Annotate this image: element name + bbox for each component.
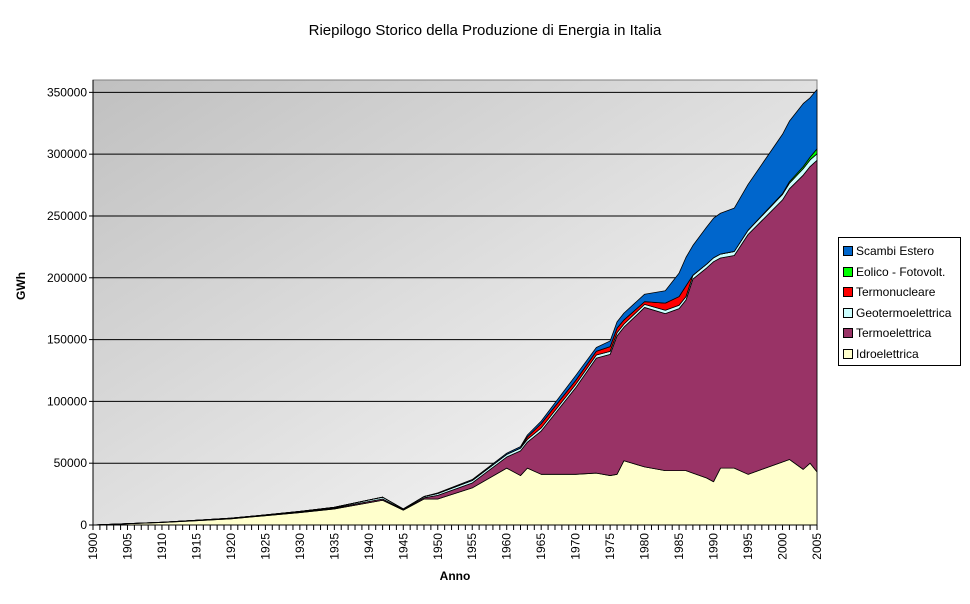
legend-item: Idroelettrica: [843, 344, 960, 365]
legend-label: Termoelettrica: [856, 326, 932, 341]
legend-swatch: [843, 307, 853, 318]
x-tick-label: 1950: [431, 533, 445, 560]
legend-swatch: [843, 246, 853, 257]
legend-swatch: [843, 266, 853, 277]
legend-label: Scambi Estero: [856, 244, 935, 259]
x-tick-label: 1975: [603, 533, 617, 560]
x-tick-label: 1905: [120, 533, 134, 560]
x-tick-label: 1915: [189, 533, 203, 560]
x-tick-label: 2000: [776, 533, 790, 560]
x-tick-label: 1995: [741, 533, 755, 560]
x-tick-label: 1970: [569, 533, 583, 560]
legend-item: Scambi Estero: [843, 241, 960, 262]
legend-item: Geotermoelettrica: [843, 303, 960, 324]
x-tick-label: 1925: [258, 533, 272, 560]
x-tick-label: 1985: [672, 533, 686, 560]
legend: Scambi Estero Eolico - Fotovolt. Termonucl…: [838, 237, 961, 366]
legend-swatch: [843, 348, 853, 359]
legend-label: Eolico - Fotovolt.: [856, 264, 946, 279]
legend-label: Termonucleare: [856, 285, 936, 300]
legend-label: Geotermoelettrica: [856, 305, 952, 320]
y-tick-label: 100000: [47, 394, 87, 408]
chart-title: Riepilogo Storico della Produzione di En…: [308, 22, 662, 39]
legend-swatch: [843, 328, 853, 339]
x-tick-label: 1980: [638, 533, 652, 560]
x-tick-label: 1920: [224, 533, 238, 560]
x-tick-label: 1945: [396, 533, 410, 560]
area-scambi-estero: [92, 89, 818, 526]
x-axis-label: Anno: [439, 569, 471, 583]
x-tick-label: 1990: [707, 533, 721, 560]
x-tick-label: 1900: [86, 533, 100, 560]
y-tick-label: 0: [80, 518, 87, 532]
y-tick-label: 150000: [47, 333, 87, 347]
y-tick-label: 50000: [54, 456, 88, 470]
x-tick-label: 1935: [327, 533, 341, 560]
y-axis-label: GWh: [14, 272, 28, 300]
legend-swatch: [843, 287, 853, 298]
legend-label: Idroelettrica: [856, 346, 919, 361]
legend-item: Eolico - Fotovolt.: [843, 262, 960, 283]
y-tick-label: 250000: [47, 209, 87, 223]
x-tick-label: 1940: [362, 533, 376, 560]
y-tick-label: 300000: [47, 147, 87, 161]
x-tick-label: 1930: [293, 533, 307, 560]
x-tick-label: 1910: [155, 533, 169, 560]
x-tick-label: 2005: [810, 533, 824, 560]
x-tick-label: 1955: [465, 533, 479, 560]
x-tick-label: 1965: [534, 533, 548, 560]
x-tick-label: 1960: [500, 533, 514, 560]
legend-item: Termoelettrica: [843, 323, 960, 344]
y-tick-label: 350000: [47, 85, 87, 99]
legend-item: Termonucleare: [843, 282, 960, 303]
y-tick-label: 200000: [47, 271, 87, 285]
